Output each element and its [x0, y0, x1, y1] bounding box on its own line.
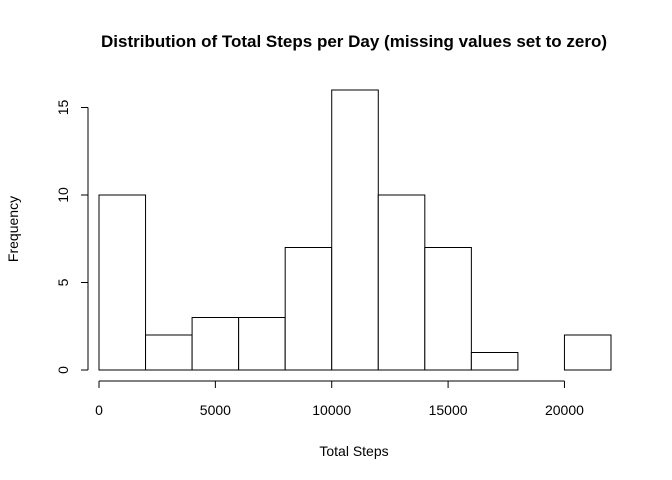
histogram-bar [284, 247, 333, 371]
x-axis: 0 5000 10000 15000 20000 [95, 380, 584, 418]
histogram-bar [98, 194, 147, 371]
x-axis-label: Total Steps [319, 443, 388, 459]
y-tick-label: 0 [55, 366, 71, 374]
x-tick-label: 0 [95, 402, 103, 418]
x-tick-label: 15000 [429, 402, 468, 418]
histogram-bar [563, 334, 612, 371]
bars-group [98, 89, 612, 371]
histogram-bar [470, 352, 519, 371]
histogram-bar [424, 247, 472, 371]
chart-title: Distribution of Total Steps per Day (mis… [101, 32, 607, 51]
histogram-bar [377, 194, 426, 371]
histogram-bar [145, 334, 193, 371]
histogram-bar [238, 317, 286, 371]
x-tick-label: 5000 [200, 402, 231, 418]
y-tick-label: 5 [55, 278, 71, 286]
y-axis-label: Frequency [5, 196, 21, 262]
x-tick-label: 10000 [312, 402, 351, 418]
y-axis: 0 5 10 15 [55, 100, 89, 374]
histogram-bar [331, 89, 379, 371]
y-tick-label: 15 [55, 100, 71, 116]
histogram-bar [191, 317, 240, 371]
y-tick-label: 10 [55, 187, 71, 203]
x-tick-label: 20000 [545, 402, 584, 418]
